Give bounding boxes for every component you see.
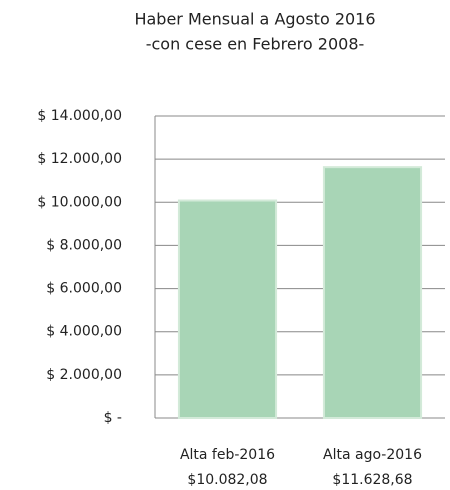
y-tick-label: $ - bbox=[104, 410, 122, 426]
y-tick-label: $ 2.000,00 bbox=[46, 367, 122, 383]
y-tick-label: $ 8.000,00 bbox=[46, 237, 122, 253]
chart-subtitle: -con cese en Febrero 2008- bbox=[146, 35, 365, 54]
bar bbox=[177, 199, 278, 419]
bar bbox=[322, 166, 423, 419]
y-tick-label: $ 6.000,00 bbox=[46, 281, 122, 297]
y-tick-label: $ 10.000,00 bbox=[37, 194, 122, 210]
x-tick-label: Alta ago-2016 bbox=[323, 447, 422, 463]
data-label: $11.628,68 bbox=[332, 472, 412, 488]
data-label: $10.082,08 bbox=[187, 472, 267, 488]
y-tick-label: $ 12.000,00 bbox=[37, 151, 122, 167]
y-tick-label: $ 4.000,00 bbox=[46, 324, 122, 340]
chart-title: Haber Mensual a Agosto 2016 bbox=[134, 10, 375, 29]
y-tick-label: $ 14.000,00 bbox=[37, 108, 122, 124]
x-tick-label: Alta feb-2016 bbox=[180, 447, 275, 463]
